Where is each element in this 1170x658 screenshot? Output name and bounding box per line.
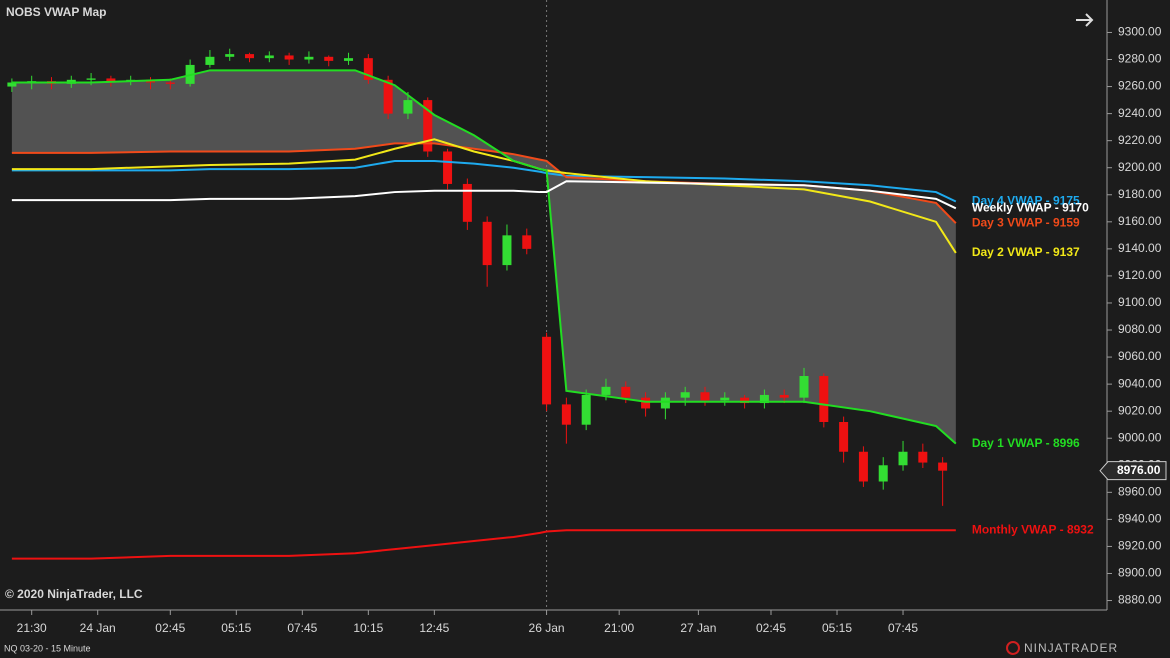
brand-text: NINJATRADER [1024,641,1118,655]
y-tick-label: 9120.00 [1118,268,1162,282]
y-tick-label: 9040.00 [1118,376,1162,390]
candle-body [542,336,552,405]
y-tick-label: 9300.00 [1118,25,1162,39]
candle-body [403,100,413,114]
candle-body [383,79,393,114]
x-tick-label: 12:45 [419,621,449,635]
vwap-line [11,180,957,210]
candle-body [561,404,571,425]
candle-body [522,235,532,249]
candle-body [86,78,96,80]
x-tick-label: 24 Jan [80,621,116,635]
candle-body [462,183,472,222]
vwap-line [11,69,957,445]
series-label: Day 2 VWAP - 9137 [972,245,1080,259]
last-price-box [1099,461,1167,481]
candle-body [660,397,670,409]
x-tick-label: 27 Jan [680,621,716,635]
candle-body [918,451,928,463]
logo-icon [1006,641,1020,655]
candle-body [581,394,591,425]
copyright: © 2020 NinjaTrader, LLC [5,587,143,601]
x-tick-label: 26 Jan [529,621,565,635]
candle-body [264,55,274,59]
y-tick-label: 9260.00 [1118,79,1162,93]
y-tick-label: 8920.00 [1118,539,1162,553]
candle-body [601,386,611,395]
candle-body [700,392,710,401]
candle-body [7,82,17,87]
candle-body [423,100,433,152]
candle-body [443,151,453,184]
x-tick-label: 07:45 [287,621,317,635]
candle-body [858,451,868,482]
y-tick-label: 9100.00 [1118,295,1162,309]
y-tick-label: 9140.00 [1118,241,1162,255]
plot-area [7,0,957,610]
candle-body [284,55,294,60]
y-tick-label: 8960.00 [1118,485,1162,499]
candle-body [740,397,750,404]
vwap-line [11,529,956,560]
candle-body [779,394,789,398]
last-price-label: 8976.00 [1117,463,1161,477]
x-tick-label: 07:45 [888,621,918,635]
series-label: Day 3 VWAP - 9159 [972,215,1080,229]
y-tick-label: 9220.00 [1118,133,1162,147]
x-tick-label: 02:45 [155,621,185,635]
candle-body [898,451,908,466]
candle-body [819,376,829,422]
candle-body [938,462,948,471]
chart-title: NOBS VWAP Map [6,5,106,19]
x-tick-label: 10:15 [353,621,383,635]
candle-body [363,58,373,80]
x-tick-label: 05:15 [822,621,852,635]
vwap-line [11,159,957,203]
candle-body [165,82,175,84]
series-label: Monthly VWAP - 8932 [972,522,1094,536]
instrument-label: NQ 03-20 - 15 Minute [4,643,91,653]
candle-body [720,397,730,401]
y-tick-label: 9060.00 [1118,349,1162,363]
candle-body [680,392,690,398]
y-tick-label: 9000.00 [1118,430,1162,444]
candle-body [878,465,888,482]
y-tick-label: 9180.00 [1118,187,1162,201]
series-label: Day 1 VWAP - 8996 [972,436,1080,450]
candle-body [245,54,255,59]
y-tick-label: 9240.00 [1118,106,1162,120]
navigate-arrow[interactable] [1076,13,1094,27]
brand-logo: NINJATRADER [1006,641,1118,655]
candle-body [482,221,492,266]
x-tick-label: 02:45 [756,621,786,635]
y-tick-label: 9160.00 [1118,214,1162,228]
candle-body [759,394,769,404]
candle-body [324,56,334,61]
x-tick-label: 21:00 [604,621,634,635]
y-tick-label: 8940.00 [1118,512,1162,526]
y-tick-label: 9280.00 [1118,52,1162,66]
candle-body [344,58,354,61]
candle-body [799,376,809,398]
y-tick-label: 8900.00 [1118,566,1162,580]
candle-body [641,397,651,409]
x-tick-label: 05:15 [221,621,251,635]
candle-body [839,421,849,452]
candle-body [106,78,116,82]
y-tick-label: 9200.00 [1118,160,1162,174]
candle-body [502,235,512,266]
candle-body [205,56,215,65]
x-tick-label: 21:30 [17,621,47,635]
candle-body [225,54,235,57]
series-label: Weekly VWAP - 9170 [972,200,1089,214]
series-label: Day 4 VWAP - 9175 [972,194,1080,208]
y-tick-label: 8880.00 [1118,593,1162,607]
candle-body [621,386,631,398]
y-tick-label: 9080.00 [1118,322,1162,336]
vwap-fill [11,70,956,444]
candle-body [304,56,314,60]
y-tick-label: 9020.00 [1118,403,1162,417]
